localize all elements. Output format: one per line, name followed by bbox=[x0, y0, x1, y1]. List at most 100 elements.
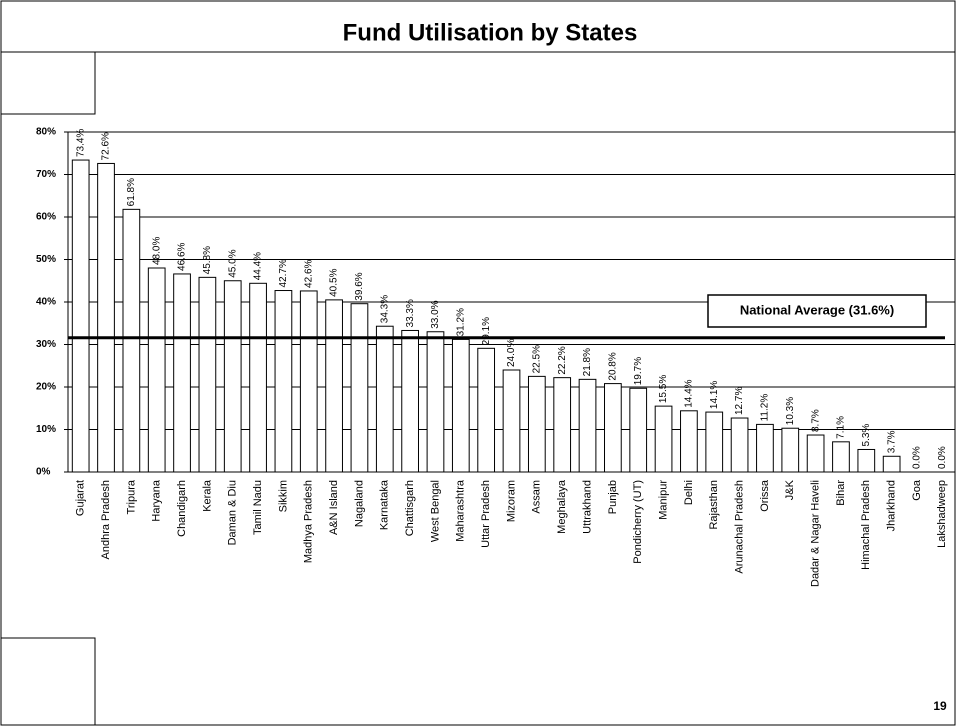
annotation: National Average (31.6%) bbox=[740, 302, 894, 317]
bar bbox=[122, 208, 141, 473]
data-label: 73.4% bbox=[75, 129, 86, 157]
bar bbox=[97, 162, 115, 473]
bar bbox=[882, 455, 901, 473]
data-label: 33.0% bbox=[430, 300, 441, 328]
bar bbox=[756, 423, 774, 473]
page-number: 19 bbox=[933, 699, 947, 713]
x-tick-label: Sikkim bbox=[277, 480, 289, 512]
data-label: 12.7% bbox=[734, 387, 745, 415]
data-label: 33.3% bbox=[405, 299, 416, 327]
y-tick-label: 70% bbox=[36, 169, 56, 180]
x-tick-label: Arunachal Pradesh bbox=[733, 480, 745, 574]
bar bbox=[249, 282, 267, 473]
corner-box bbox=[0, 51, 96, 115]
x-tick-label: Kerala bbox=[201, 479, 213, 512]
x-tick-label: Himachal Pradesh bbox=[860, 480, 872, 570]
x-tick-label: Karnataka bbox=[379, 479, 391, 530]
x-tick-label: Nagaland bbox=[353, 480, 365, 527]
data-label: 10.3% bbox=[785, 397, 796, 425]
bar bbox=[71, 159, 90, 473]
bar bbox=[730, 417, 749, 473]
y-tick-label: 50% bbox=[36, 254, 56, 265]
x-tick-label: Gujarat bbox=[75, 480, 87, 516]
x-tick-label: Punjab bbox=[607, 480, 619, 514]
x-tick-label: Rajasthan bbox=[708, 480, 720, 530]
chart-title: Fund Utilisation by States bbox=[343, 19, 638, 46]
bar bbox=[806, 434, 825, 473]
bar bbox=[350, 303, 369, 473]
x-tick-label: Tamil Nadu bbox=[252, 480, 264, 535]
bar bbox=[502, 369, 521, 473]
annotation-box bbox=[707, 294, 927, 328]
y-tick-label: 40% bbox=[36, 297, 56, 308]
data-label: 19.7% bbox=[633, 357, 644, 385]
y-tick-label: 60% bbox=[36, 212, 56, 223]
data-label: 42.7% bbox=[278, 259, 289, 287]
x-tick-label: Manipur bbox=[657, 480, 669, 520]
x-tick-label: Tripura bbox=[125, 479, 137, 514]
data-label: 48.0% bbox=[151, 237, 162, 265]
x-tick-label: Dadar & Nagar Haveli bbox=[810, 480, 822, 587]
bar bbox=[578, 378, 597, 473]
bar bbox=[781, 427, 800, 473]
data-label: 14.1% bbox=[709, 381, 720, 409]
x-tick-label: Orissa bbox=[759, 479, 771, 512]
y-tick-label: 0% bbox=[36, 467, 51, 478]
y-tick-label: 30% bbox=[36, 339, 56, 350]
data-label: 40.5% bbox=[329, 268, 340, 296]
bar bbox=[375, 325, 394, 473]
data-label: 31.2% bbox=[455, 308, 466, 336]
data-label: 42.6% bbox=[303, 259, 314, 287]
y-tick-label: 10% bbox=[36, 424, 56, 435]
x-tick-label: Chattisgarh bbox=[404, 480, 416, 536]
data-label: 61.8% bbox=[126, 178, 137, 206]
data-label: 7.1% bbox=[836, 416, 847, 439]
bar bbox=[325, 299, 343, 473]
data-label: 22.2% bbox=[557, 346, 568, 374]
bar bbox=[274, 290, 293, 473]
data-label: 46.6% bbox=[177, 242, 188, 270]
data-label: 45.0% bbox=[227, 249, 238, 277]
bar bbox=[401, 329, 419, 473]
x-tick-label: Goa bbox=[911, 479, 923, 501]
data-label: 14.4% bbox=[684, 379, 695, 407]
data-label: 20.8% bbox=[608, 352, 619, 380]
x-tick-label: Mizoram bbox=[505, 480, 517, 522]
data-label: 29.1% bbox=[481, 317, 492, 345]
x-tick-label: Meghalaya bbox=[556, 479, 568, 534]
data-label: 0.0% bbox=[912, 446, 923, 469]
bar bbox=[832, 441, 850, 473]
data-label: 72.6% bbox=[101, 132, 112, 160]
y-tick-label: 80% bbox=[36, 127, 56, 138]
data-label: 5.3% bbox=[861, 424, 872, 447]
data-label: 22.5% bbox=[531, 345, 542, 373]
x-tick-label: Uttrakhand bbox=[581, 480, 593, 534]
bar bbox=[629, 387, 648, 473]
x-tick-label: Uttar Pradesh bbox=[480, 480, 492, 548]
bar bbox=[527, 375, 546, 473]
data-label: 11.2% bbox=[760, 394, 771, 422]
bar bbox=[604, 383, 622, 473]
x-tick-label: Chandigarh bbox=[176, 480, 188, 537]
bar bbox=[705, 411, 724, 473]
data-label: 21.8% bbox=[582, 348, 593, 376]
data-label: 45.8% bbox=[202, 246, 213, 274]
x-tick-label: Haryana bbox=[151, 479, 163, 521]
x-tick-label: Maharashtra bbox=[455, 479, 467, 542]
x-tick-label: Delhi bbox=[683, 480, 695, 505]
data-label: 39.6% bbox=[354, 272, 365, 300]
bar bbox=[553, 377, 572, 473]
x-tick-label: Lakshadweep bbox=[936, 480, 948, 548]
data-label: 3.7% bbox=[886, 430, 897, 453]
bar bbox=[173, 273, 191, 473]
x-tick-label: A&N Island bbox=[328, 480, 340, 535]
corner-box bbox=[0, 637, 96, 726]
bar bbox=[198, 276, 217, 473]
bar bbox=[299, 290, 318, 473]
bar bbox=[857, 448, 876, 473]
bar bbox=[223, 280, 242, 473]
y-tick-label: 20% bbox=[36, 382, 56, 393]
x-tick-label: Bihar bbox=[835, 480, 847, 506]
bar bbox=[477, 347, 496, 473]
